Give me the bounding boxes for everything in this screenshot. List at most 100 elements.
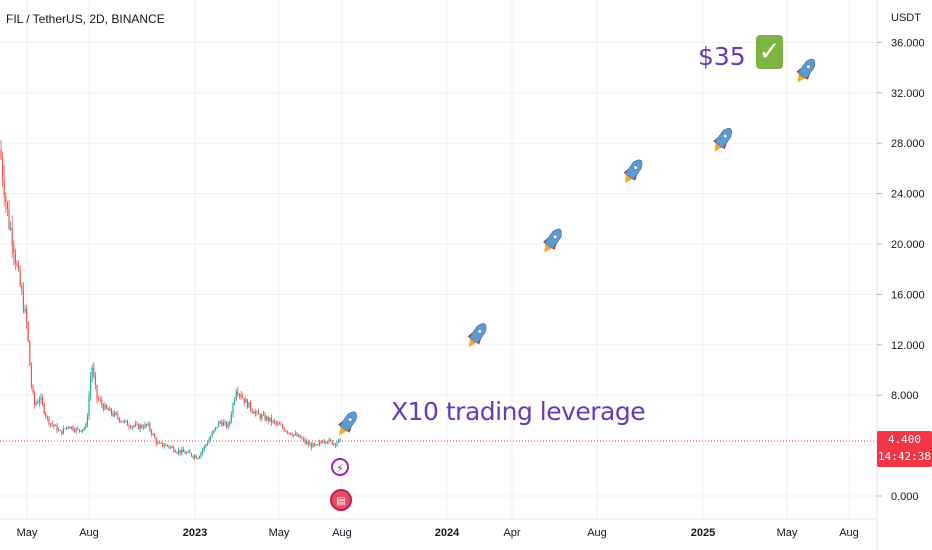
candle-body bbox=[53, 424, 55, 427]
candle-body bbox=[160, 442, 162, 444]
candle-body bbox=[82, 429, 84, 432]
candle-body bbox=[195, 455, 197, 459]
candle-body bbox=[126, 420, 128, 426]
x-tick-label: Aug bbox=[332, 527, 352, 539]
candle-body bbox=[13, 245, 15, 254]
candle-body bbox=[21, 285, 23, 292]
rocket-icon bbox=[796, 58, 816, 83]
last-price-value: 4.400 bbox=[887, 433, 922, 446]
candle-body bbox=[107, 408, 109, 411]
candle-body bbox=[131, 426, 133, 428]
candle-body bbox=[58, 429, 60, 431]
candle-body bbox=[182, 449, 184, 452]
candle-body bbox=[104, 404, 106, 410]
candle-body bbox=[110, 408, 112, 414]
candle-body bbox=[230, 414, 232, 422]
candle-body bbox=[3, 178, 5, 197]
candle-body bbox=[138, 424, 140, 429]
candle-body bbox=[187, 451, 189, 453]
y-tick-label: 24.000 bbox=[891, 189, 925, 201]
candle-body bbox=[176, 452, 178, 454]
candle-body bbox=[77, 428, 79, 430]
candle-body bbox=[278, 423, 280, 425]
candle-body bbox=[26, 308, 28, 323]
candle-body bbox=[72, 426, 74, 431]
candle-body bbox=[272, 420, 274, 423]
candle-body bbox=[86, 416, 88, 425]
candle-body bbox=[266, 416, 268, 421]
last-price-tag: 4.400 14:42:38 bbox=[877, 431, 932, 467]
candle-body bbox=[251, 409, 253, 412]
candle-body bbox=[173, 447, 175, 452]
candle-body bbox=[30, 365, 32, 386]
candle-body bbox=[339, 438, 341, 440]
candle-body bbox=[264, 414, 266, 421]
candle-body bbox=[194, 455, 196, 458]
candle-body bbox=[302, 438, 304, 440]
candle-body bbox=[296, 433, 298, 437]
leverage-annotation: X10 trading leverage bbox=[391, 397, 646, 426]
candle-body bbox=[174, 451, 176, 453]
candle-body bbox=[117, 414, 119, 418]
candle-body bbox=[198, 456, 200, 459]
candle-body bbox=[24, 308, 26, 312]
candle-body bbox=[99, 399, 101, 401]
candle-body bbox=[211, 432, 213, 437]
candle-body bbox=[250, 402, 252, 410]
candle-body bbox=[286, 431, 288, 433]
candle-body bbox=[181, 449, 183, 454]
candle-body bbox=[62, 428, 64, 435]
candle-body bbox=[94, 375, 96, 385]
candle-body bbox=[314, 443, 316, 445]
candle-body bbox=[237, 391, 239, 395]
candle-body bbox=[214, 427, 216, 431]
candle-body bbox=[274, 420, 276, 422]
candle-body bbox=[78, 429, 80, 431]
candle-body bbox=[304, 439, 306, 443]
x-tick-label: May bbox=[17, 527, 38, 539]
candle-body bbox=[150, 430, 152, 435]
candle-body bbox=[331, 440, 333, 445]
candle-body bbox=[40, 397, 42, 401]
lightning-bolt-icon[interactable]: ⚡ bbox=[331, 458, 349, 476]
candle-body bbox=[118, 417, 120, 422]
candle-body bbox=[190, 453, 192, 457]
candle-body bbox=[262, 414, 264, 416]
candle-body bbox=[19, 269, 21, 286]
candle-body bbox=[10, 228, 12, 230]
x-tick-label: May bbox=[777, 527, 798, 539]
y-tick-label: 32.000 bbox=[891, 88, 925, 100]
candle-body bbox=[334, 443, 336, 445]
us-flag-icon[interactable]: ▤ bbox=[330, 489, 352, 511]
bar-countdown: 14:42:38 bbox=[878, 450, 931, 463]
chart-grid bbox=[0, 0, 877, 519]
candle-body bbox=[35, 403, 37, 406]
candle-body bbox=[162, 442, 164, 447]
candle-body bbox=[54, 425, 56, 427]
candle-body bbox=[134, 424, 136, 426]
candle-body bbox=[234, 399, 236, 404]
candle-body bbox=[56, 425, 58, 431]
rocket-icon bbox=[338, 411, 357, 436]
candle-body bbox=[256, 411, 258, 413]
time-axis: May Aug 2023 May Aug 2024 Apr Aug 2025 May Aug bbox=[17, 527, 859, 539]
candle-body bbox=[288, 432, 290, 434]
candle-body bbox=[75, 428, 77, 432]
candle-body bbox=[330, 439, 332, 441]
candle-body bbox=[202, 449, 204, 453]
candle-body bbox=[170, 446, 172, 448]
rocket-icon bbox=[713, 128, 732, 152]
candle-body bbox=[326, 442, 328, 444]
y-tick-label: 16.000 bbox=[891, 289, 925, 301]
candle-body bbox=[22, 291, 24, 312]
rocket-icon bbox=[543, 228, 562, 253]
candle-body bbox=[312, 443, 314, 448]
candle-body bbox=[142, 427, 144, 429]
candle-body bbox=[197, 458, 199, 460]
candle-body bbox=[109, 408, 111, 411]
candle-series bbox=[0, 140, 341, 461]
candle-body bbox=[282, 425, 284, 428]
x-tick-label: Aug bbox=[79, 527, 99, 539]
candle-body bbox=[102, 404, 104, 410]
